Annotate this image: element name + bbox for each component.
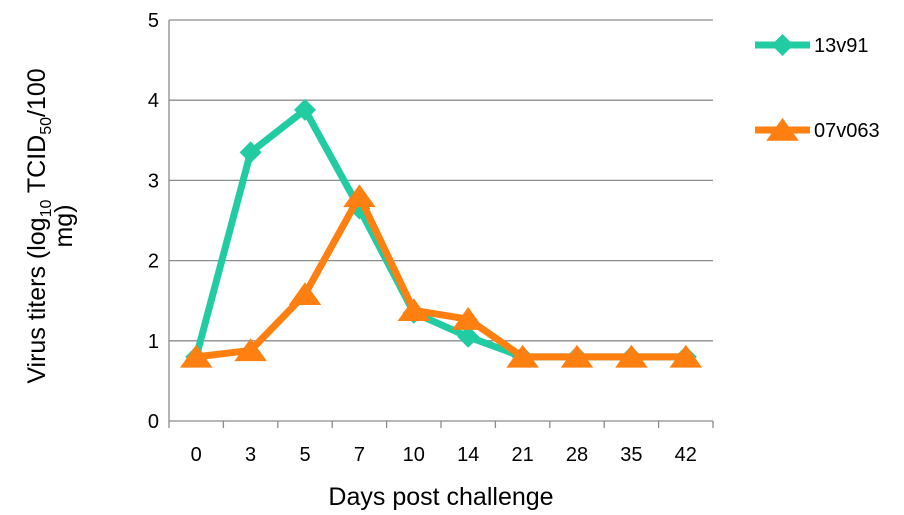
x-tick-label: 35 <box>620 444 642 466</box>
series-13v91 <box>185 98 697 368</box>
legend-marker <box>766 117 799 141</box>
y-tick-label: 5 <box>148 10 159 32</box>
legend-label: 13v91 <box>814 35 869 57</box>
y-tick-label: 4 <box>148 90 159 112</box>
y-tick-label: 0 <box>148 411 159 433</box>
y-tick-label: 3 <box>148 170 159 192</box>
data-point <box>560 344 594 368</box>
data-point <box>451 307 485 330</box>
data-point <box>288 282 322 306</box>
data-point <box>234 338 267 362</box>
x-tick-label: 0 <box>191 444 202 466</box>
y-axis-title-line2: mg) <box>50 204 78 247</box>
x-tick-label: 7 <box>354 444 365 466</box>
y-tick-label: 1 <box>148 331 159 353</box>
x-tick-label: 14 <box>457 444 479 466</box>
series-07v063 <box>179 184 703 368</box>
y-axis-title: Virus titers (log10 TCID50/100 <box>23 68 55 383</box>
x-axis-tick-labels: 0 3 5 7 10 14 21 28 35 42 <box>191 444 697 466</box>
legend-label: 07v063 <box>814 120 880 142</box>
data-point <box>239 141 262 164</box>
data-point <box>669 344 703 368</box>
y-tick-label: 2 <box>148 251 159 273</box>
legend-item: 07v063 <box>755 117 880 142</box>
data-point <box>179 344 213 368</box>
x-tick-label: 21 <box>511 444 533 466</box>
legend-marker <box>771 34 794 56</box>
x-tick-label: 28 <box>566 444 588 466</box>
data-point <box>457 325 480 348</box>
x-tick-label: 42 <box>675 444 697 466</box>
data-point <box>615 344 648 368</box>
x-tick-label: 10 <box>403 444 425 466</box>
y-axis-tick-labels: 0 1 2 3 4 5 <box>148 10 159 433</box>
gridlines <box>169 19 713 342</box>
x-tick-label: 5 <box>299 444 310 466</box>
data-point <box>343 184 376 208</box>
data-point <box>294 98 316 121</box>
legend-item: 13v91 <box>755 34 869 57</box>
legend: 13v91 07v063 <box>755 34 880 142</box>
series-line <box>195 192 686 361</box>
series-layer <box>179 98 703 368</box>
x-axis-title: Days post challenge <box>328 483 553 511</box>
x-tick-label: 3 <box>245 444 256 466</box>
x-axis-ticks <box>168 421 714 428</box>
data-point <box>506 344 539 368</box>
series-line <box>192 106 686 361</box>
data-point <box>397 298 431 322</box>
